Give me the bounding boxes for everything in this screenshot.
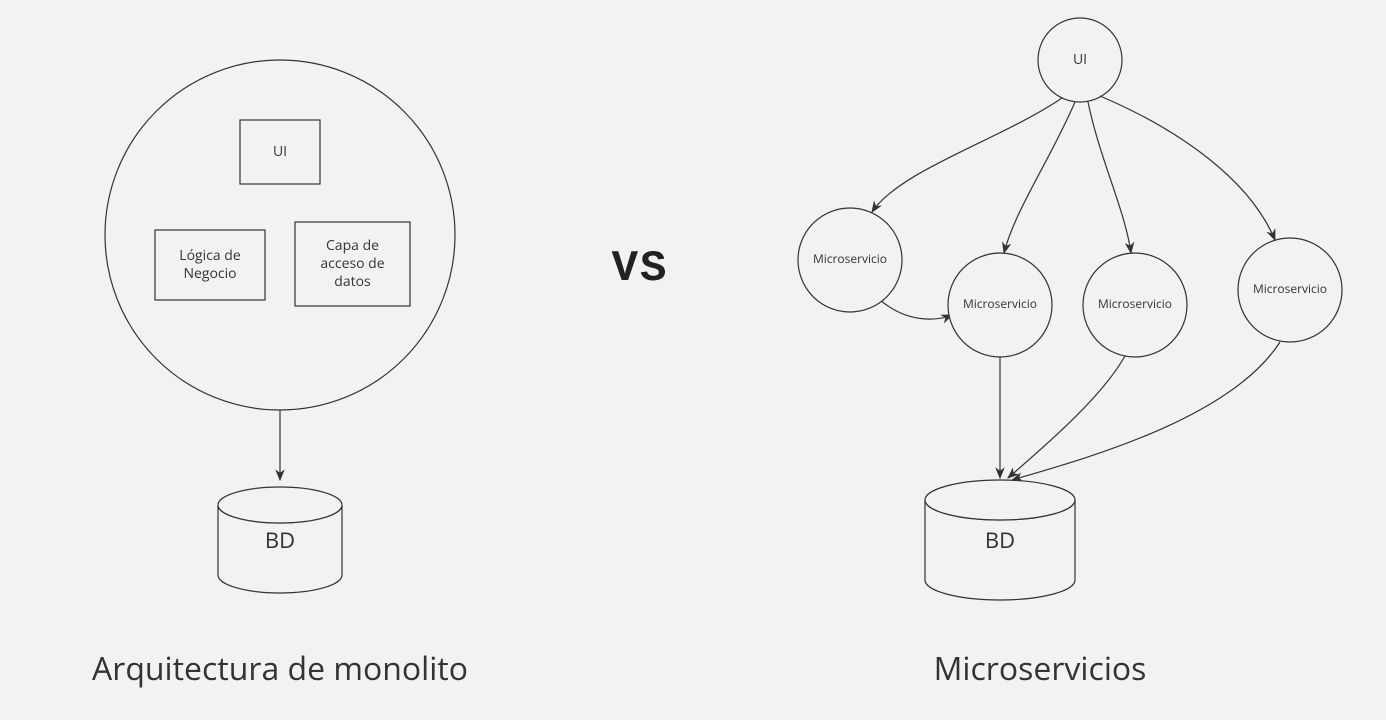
micro-edge-ui-ms3 xyxy=(1088,102,1131,253)
monolith-db-label: BD xyxy=(265,525,295,555)
micro-service-label-ms4: Microservicio xyxy=(1253,280,1327,297)
monolith-logic-label-2: Negocio xyxy=(183,264,236,283)
micro-ui-label: UI xyxy=(1073,50,1087,69)
micro-service-label-ms2: Microservicio xyxy=(963,295,1037,312)
micro-db-label: BD xyxy=(985,525,1015,555)
monolith-logic-label-1: Lógica de xyxy=(179,246,241,265)
monolith-data-label-2: acceso de xyxy=(320,254,384,273)
micro-ui-edges xyxy=(872,96,1275,253)
micro-service-nodes: Microservicio Microservicio Microservicio M… xyxy=(798,208,1342,357)
micro-service-label-ms1: Microservicio xyxy=(813,250,887,267)
microservices-group: UI MicroservicioMicroservicioMicroservic… xyxy=(798,18,1342,690)
micro-service-label-ms3: Microservicio xyxy=(1098,295,1172,312)
monolith-data-label-3: datos xyxy=(334,272,371,291)
monolith-ui-label: UI xyxy=(273,142,287,161)
vs-label: VS xyxy=(612,244,669,294)
micro-caption: Microservicios xyxy=(934,647,1147,690)
micro-edge-ms4-db xyxy=(1012,342,1280,480)
micro-db-edges xyxy=(1000,342,1280,480)
micro-edge-ui-ms1 xyxy=(872,98,1062,212)
monolith-data-label-1: Capa de xyxy=(326,236,379,255)
micro-edge-ui-ms4 xyxy=(1100,96,1275,240)
architecture-diagram: VS UI Lógica de Negocio Capa de acceso d… xyxy=(0,0,1386,720)
monolith-caption: Arquitectura de monolito xyxy=(92,647,468,690)
micro-edge-ms3-db xyxy=(1008,356,1125,478)
micro-ms1-ms2-edge xyxy=(880,300,952,319)
monolith-group: UI Lógica de Negocio Capa de acceso de d… xyxy=(92,60,468,690)
